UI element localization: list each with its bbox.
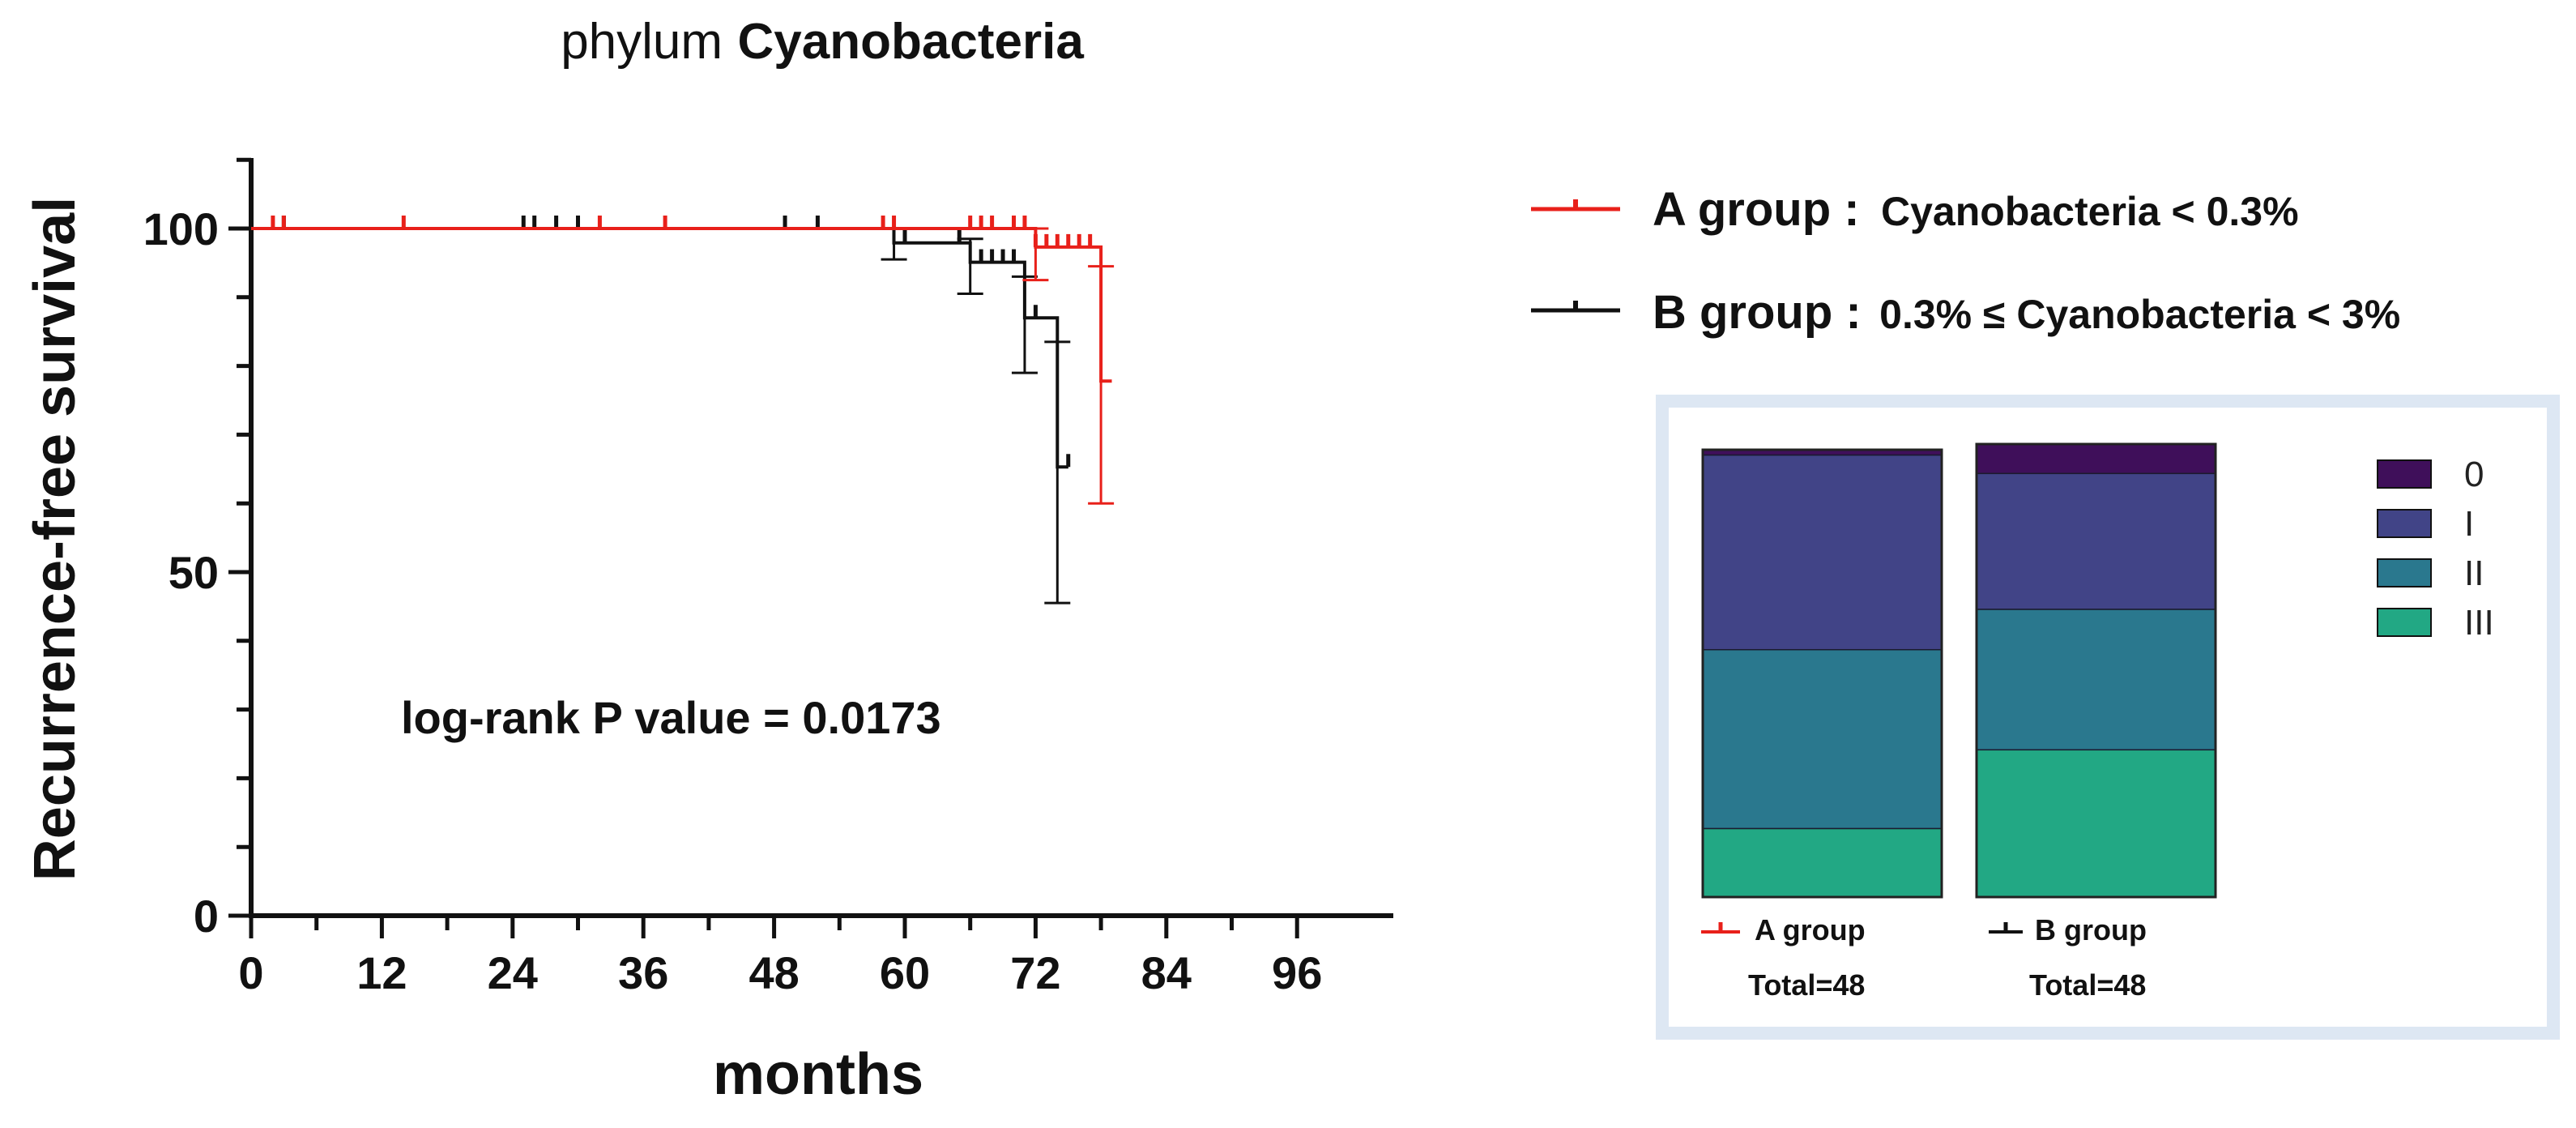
legend-item-b: B group : 0.3% ≤ Cyanobacteria < 3% [1531,286,2400,339]
y-axis: 0 50 100 [143,157,251,942]
x-tick-label: 72 [1010,947,1060,998]
log-rank-annotation: log-rank P value = 0.0173 [401,692,941,743]
x-tick-label: 12 [356,947,407,998]
x-tick-label: 60 [880,947,930,998]
x-tick-label: 24 [488,947,538,998]
inset-legend-label: 0 [2464,455,2484,494]
x-tick-label: 36 [618,947,668,998]
legend-item-a: A group : Cyanobacteria < 0.3% [1531,183,2299,236]
inset-panel: A group Total=48 B group Total=48 0IIIII… [1656,395,2560,1040]
chart-title: phylum Cyanobacteria [561,14,1084,70]
inset-total-a: Total=48 [1748,968,1865,1002]
x-tick-label: 84 [1141,947,1192,998]
series-a [251,216,1115,505]
bar-segment-iii [1976,749,2216,898]
bar-segment-ii [1702,648,1943,830]
inset-category-b: B group Total=48 [1989,913,2147,1002]
stacked-bar-b [1975,442,2217,899]
y-tick-label: 50 [168,547,219,598]
inset-legend-swatch [2377,608,2432,637]
series-b [251,216,1071,605]
stacked-bar-a [1701,448,1943,899]
inset-label-b: B group [2035,913,2147,946]
legend-text-b: B group : 0.3% ≤ Cyanobacteria < 3% [1653,286,2400,339]
km-curves [251,216,1115,605]
inset-legend-swatch [2377,459,2432,489]
x-axis: 0 12 24 36 48 60 72 84 96 [238,916,1322,998]
inset-category-a: A group Total=48 [1701,913,1866,1002]
bar-segment-iii [1702,827,1943,898]
survival-step-line [251,227,1112,383]
inset-legend-label: I [2464,504,2474,544]
y-tick-label: 100 [143,203,219,254]
bar-segment-ii [1976,609,2216,751]
bar-outline [1701,448,1943,899]
bar-segment-i [1976,472,2216,610]
y-tick-label: 0 [194,891,219,942]
inset-bars [1701,442,2217,899]
inset-legend-label: III [2464,603,2494,643]
survival-step-line [251,227,1068,469]
inset-legend-swatch [2377,509,2432,538]
x-tick-label: 96 [1272,947,1322,998]
y-axis-label: Recurrence-free survival [23,197,87,881]
legend-text-a: A group : Cyanobacteria < 0.3% [1653,183,2299,236]
bar-outline [1975,442,2217,899]
inset-legend-swatch [2377,558,2432,588]
inset-total-b: Total=48 [2029,968,2146,1002]
bar-segment-i [1702,454,1943,651]
km-legend: A group : Cyanobacteria < 0.3% B group :… [1531,183,2400,339]
bar-segment-0 [1976,443,2216,475]
x-tick-label: 48 [748,947,799,998]
inset-label-a: A group [1755,913,1866,946]
x-axis-label: months [713,1042,923,1107]
x-tick-label: 0 [238,947,263,998]
inset-legend-label: II [2464,553,2484,593]
